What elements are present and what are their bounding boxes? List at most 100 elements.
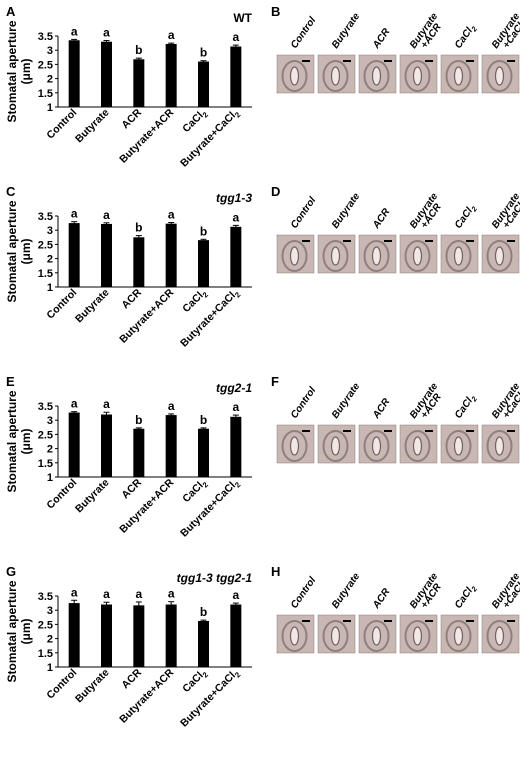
guard-cell-outline — [322, 430, 349, 462]
guard-cell-outline — [404, 430, 431, 462]
stomatal-pore — [371, 436, 382, 456]
significance-label: a — [232, 400, 239, 414]
stomatal-pore — [371, 66, 382, 86]
significance-label: b — [200, 46, 207, 60]
guard-cell-outline — [404, 60, 431, 92]
y-tick-label: 2.5 — [38, 619, 53, 631]
image-column-label: CaCl2 — [453, 22, 479, 51]
y-tick-label: 2.5 — [38, 429, 53, 441]
image-column-label: Butyrate — [330, 191, 363, 231]
scale-bar — [425, 60, 433, 62]
bar — [165, 415, 177, 477]
stomatal-pore — [412, 436, 423, 456]
y-tick-label: 2.5 — [38, 59, 53, 71]
stomatal-pore — [330, 436, 341, 456]
category-label: Butyrate+CaCl2 — [178, 667, 242, 731]
guard-cell-outline — [486, 240, 513, 272]
stomatal-pore — [289, 436, 300, 456]
scale-bar — [384, 430, 392, 432]
y-tick-label: 3 — [47, 605, 53, 617]
genotype-label: WT — [233, 11, 252, 25]
scale-bar — [466, 620, 474, 622]
image-column-label: ACR — [370, 26, 392, 52]
scale-bar — [343, 620, 351, 622]
guard-cell-outline — [486, 620, 513, 652]
bar — [101, 604, 112, 667]
y-tick-label: 1 — [47, 472, 53, 484]
guard-cell-outline — [445, 240, 472, 272]
stomatal-pore — [289, 626, 300, 646]
scale-bar — [302, 430, 310, 432]
guard-cell-outline — [281, 430, 308, 462]
y-tick-label: 1.5 — [38, 268, 53, 280]
significance-label: a — [71, 585, 78, 599]
stomatal-pore — [371, 246, 382, 266]
stomatal-pore — [289, 66, 300, 86]
image-column-label: Control — [289, 575, 319, 611]
y-tick-label: 3.5 — [38, 591, 53, 603]
guard-cell-outline — [322, 240, 349, 272]
scale-bar — [507, 240, 515, 242]
y-tick-label: 1.5 — [38, 88, 53, 100]
y-tick-label: 1.5 — [38, 648, 53, 660]
image-column-label: Butyrate — [330, 11, 363, 51]
y-axis-unit: (μm) — [19, 618, 33, 644]
bar — [133, 237, 145, 287]
significance-label: a — [103, 397, 110, 411]
guard-cell-outline — [363, 240, 390, 272]
significance-label: a — [232, 588, 239, 602]
genotype-label: tgg2-1 — [216, 381, 252, 395]
category-label: Butyrate+CaCl2 — [178, 477, 242, 541]
bar — [68, 40, 80, 108]
bar — [101, 41, 112, 107]
genotype-label: tgg1-3 — [216, 191, 252, 205]
guard-cell-outline — [322, 60, 349, 92]
significance-label: b — [200, 413, 207, 427]
guard-cell-outline — [486, 430, 513, 462]
y-tick-label: 1 — [47, 102, 53, 114]
bar — [198, 61, 209, 107]
bar — [230, 226, 242, 287]
stomatal-pore — [494, 436, 505, 456]
y-axis-label: Stomatal aperture — [5, 580, 19, 682]
guard-cell-outline — [363, 620, 390, 652]
scale-bar — [466, 240, 474, 242]
bar — [101, 223, 112, 287]
image-column-label: CaCl2 — [453, 392, 479, 421]
category-label: Butyrate — [73, 287, 112, 326]
scale-bar — [466, 430, 474, 432]
y-tick-label: 2 — [47, 444, 53, 456]
stomatal-pore — [412, 626, 423, 646]
guard-cell-outline — [404, 620, 431, 652]
panel-letter: D — [271, 184, 280, 199]
category-label: Butyrate — [73, 477, 112, 516]
panel-letter: G — [6, 564, 16, 579]
bar — [230, 46, 242, 107]
scale-bar — [507, 620, 515, 622]
scale-bar — [384, 240, 392, 242]
stomatal-pore — [330, 246, 341, 266]
stomatal-pore — [494, 66, 505, 86]
scale-bar — [343, 60, 351, 62]
image-column-label: Control — [289, 195, 319, 231]
y-tick-label: 3 — [47, 225, 53, 237]
stomatal-pore — [453, 626, 464, 646]
y-axis-label: Stomatal aperture — [5, 200, 19, 302]
image-column-label: ACR — [370, 206, 392, 232]
y-axis-unit: (μm) — [19, 58, 33, 84]
category-label: Butyrate — [73, 667, 112, 706]
scale-bar — [425, 240, 433, 242]
bar — [165, 43, 177, 107]
y-tick-label: 1 — [47, 662, 53, 674]
scale-bar — [302, 620, 310, 622]
y-axis-unit: (μm) — [19, 238, 33, 264]
y-tick-label: 2 — [47, 634, 53, 646]
guard-cell-outline — [322, 620, 349, 652]
bar — [198, 240, 209, 287]
